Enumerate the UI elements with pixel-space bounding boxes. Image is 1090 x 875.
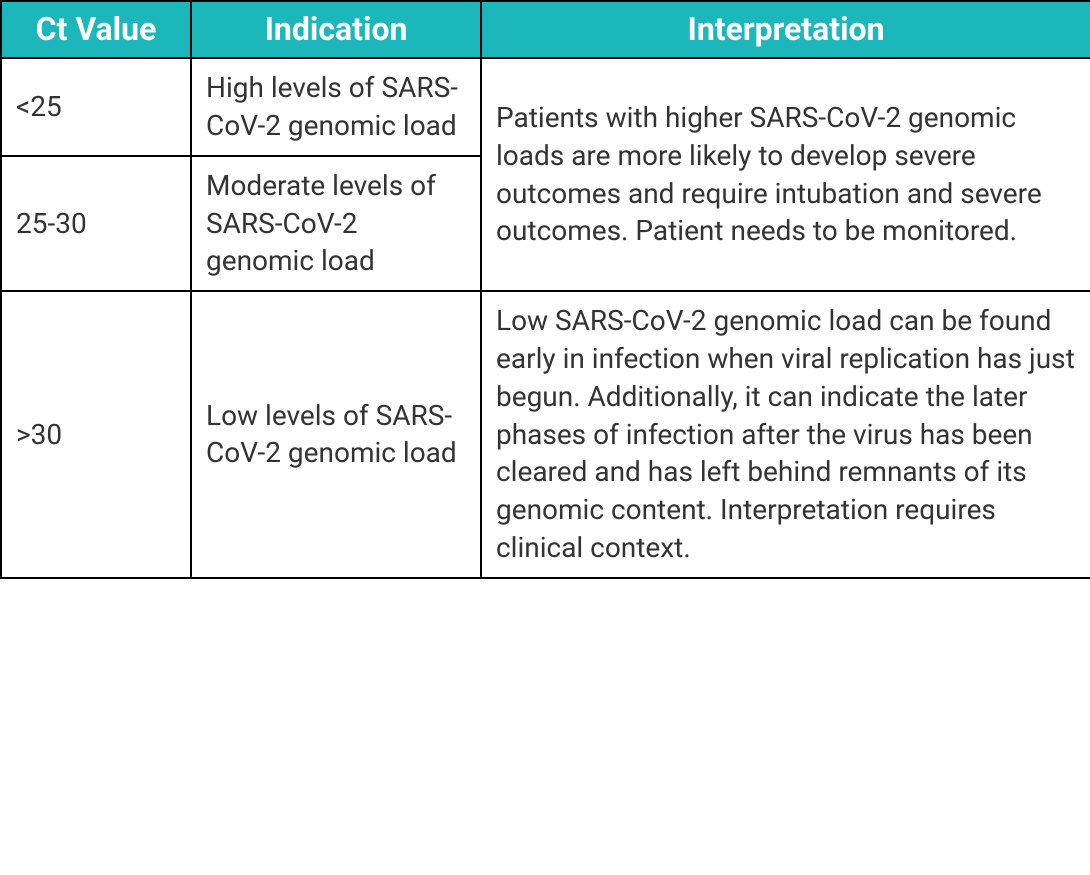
header-interpretation: Interpretation xyxy=(481,1,1090,58)
indication-cell: High levels of SARS-CoV-2 genomic load xyxy=(191,58,481,156)
table-row: <25 High levels of SARS-CoV-2 genomic lo… xyxy=(1,58,1090,156)
indication-cell: Low levels of SARS-CoV-2 genomic load xyxy=(191,291,481,578)
table-header-row: Ct Value Indication Interpretation xyxy=(1,1,1090,58)
indication-cell: Moderate levels of SARS-CoV-2 genomic lo… xyxy=(191,156,481,291)
ct-value-cell: 25-30 xyxy=(1,156,191,291)
ct-value-cell: <25 xyxy=(1,58,191,156)
header-indication: Indication xyxy=(191,1,481,58)
ct-value-table: Ct Value Indication Interpretation <25 H… xyxy=(0,0,1090,579)
ct-value-cell: >30 xyxy=(1,291,191,578)
interpretation-cell: Patients with higher SARS-CoV-2 genomic … xyxy=(481,58,1090,291)
table-row: >30 Low levels of SARS-CoV-2 genomic loa… xyxy=(1,291,1090,578)
interpretation-cell: Low SARS-CoV-2 genomic load can be found… xyxy=(481,291,1090,578)
header-ct-value: Ct Value xyxy=(1,1,191,58)
